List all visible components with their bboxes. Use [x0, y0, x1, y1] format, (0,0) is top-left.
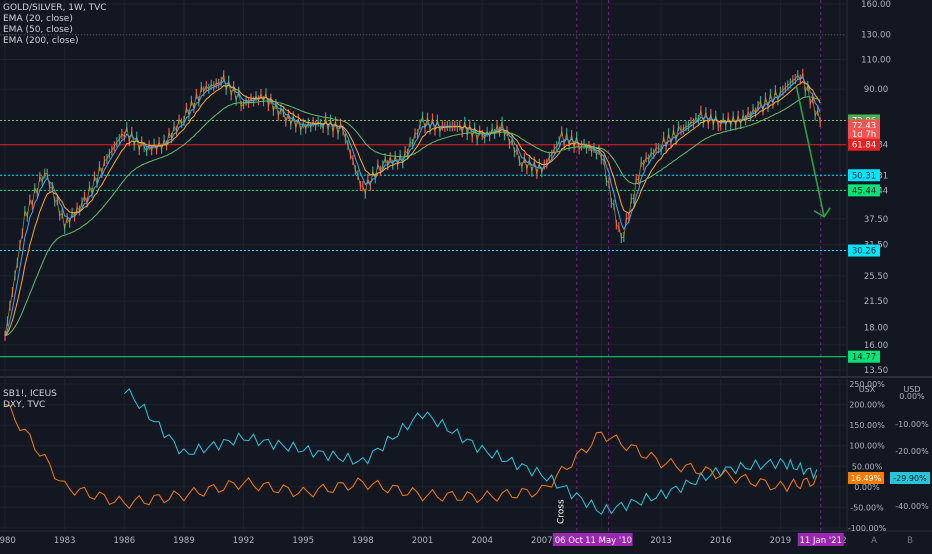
legend-ema200[interactable]: EMA (200, close) — [3, 36, 79, 46]
left-tick-label: -100.00% — [848, 524, 887, 533]
left-tick-label: 50.00% — [852, 462, 883, 471]
right-tick-label: -40.00% — [895, 502, 929, 511]
x-tick-label: 1998 — [352, 536, 374, 546]
grid — [0, 0, 932, 532]
cross-label: Cross — [557, 499, 567, 524]
left-tick-label: 250.00% — [849, 380, 885, 389]
left-tick-label: 150.00% — [849, 421, 885, 430]
price-tag-label: 1d 7h — [852, 130, 876, 140]
price-tag — [848, 184, 880, 197]
y-tick-label: 13.50 — [864, 366, 888, 376]
y-tick-label: 16.00 — [864, 341, 888, 351]
price-tag — [848, 138, 880, 151]
price-tag-label: 50.31 — [852, 171, 876, 181]
price-tag-label: 14.77 — [852, 353, 876, 363]
left-tick-label: 100.00% — [849, 442, 885, 451]
panel-separator — [0, 376, 932, 378]
right-tick-label: 0.00% — [899, 392, 925, 401]
date-tag-label: 11 Jan '21 — [800, 536, 842, 546]
legend-dxy[interactable]: DXY, TVC — [3, 400, 46, 410]
oscillator-series — [4, 388, 818, 515]
y-tick-label: 130.00 — [861, 31, 891, 41]
y-tick-label: 21.50 — [864, 297, 888, 307]
price-tag-label: 61.84 — [852, 141, 876, 151]
x-tick-label: 1986 — [113, 536, 135, 546]
price-line — [4, 72, 821, 336]
y-tick-label: 90.00 — [864, 85, 888, 95]
y-tick-label: 37.50 — [864, 215, 888, 225]
legend-ema50[interactable]: EMA (50, close) — [3, 25, 73, 35]
legend-ema20[interactable]: EMA (20, close) — [3, 14, 73, 24]
price-tag-label: 72.43 — [852, 121, 876, 131]
price-tag — [848, 127, 880, 140]
currency-right: USD — [903, 385, 920, 394]
scale-button: B — [907, 536, 913, 546]
x-tick-label: 2007 — [531, 536, 553, 546]
legend-sugar[interactable]: SB1!, ICEUS — [3, 389, 57, 399]
x-tick-label: 2001 — [412, 536, 434, 546]
forecast-arrow-head — [813, 207, 831, 218]
price-tag — [848, 244, 880, 257]
x-tick-label: 2019 — [770, 536, 792, 546]
bottom-legend: SB1!, ICEUS DXY, TVC — [3, 389, 57, 411]
date-tag — [584, 533, 633, 546]
y-tick-label: 110.00 — [861, 55, 891, 65]
y-tick-label: 25.50 — [864, 272, 888, 282]
osc-tag-label: 16.49% — [851, 474, 882, 483]
x-tick-label: 1995 — [292, 536, 314, 546]
forecast-arrow — [795, 85, 825, 217]
x-tick-label: 2016 — [710, 536, 732, 546]
date-tag — [797, 533, 844, 546]
y-tick-label: 160.00 — [861, 0, 891, 10]
scale-button: A — [871, 536, 877, 546]
x-tick-label: 1983 — [54, 536, 76, 546]
price-tag-label: 30.26 — [852, 247, 876, 257]
x-tick-label: 2004 — [471, 536, 493, 546]
x-tick-label: 2013 — [650, 536, 672, 546]
left-tick-label: -50.00% — [850, 503, 884, 512]
dxy-line — [123, 388, 818, 515]
osc-tag — [890, 472, 930, 484]
x-tick-label: 1989 — [173, 536, 195, 546]
ema200-line — [4, 96, 821, 337]
x-tick-label: 1992 — [233, 536, 255, 546]
osc-tag-label: -29.90% — [893, 474, 927, 483]
x-tick-label: 1980 — [0, 536, 16, 546]
left-tick-label: 0.00% — [854, 483, 880, 492]
top-legend: GOLD/SILVER, 1W, TVC EMA (20, close) EMA… — [3, 3, 107, 47]
price-tag-label: 45.44 — [852, 186, 876, 196]
date-tag-label: 06 Oct '08 — [555, 536, 599, 546]
date-tag-label: 11 May '10 — [585, 536, 632, 546]
ema50-line — [4, 81, 821, 337]
right-tick-label: -10.00% — [895, 420, 929, 429]
left-tick-label: 200.00% — [849, 401, 885, 410]
sugar-line — [4, 404, 818, 510]
price-tag — [848, 169, 880, 182]
legend-symbol[interactable]: GOLD/SILVER, 1W, TVC — [3, 3, 107, 13]
right-tick-label: -20.00% — [895, 447, 929, 456]
price-series — [0, 34, 846, 358]
y-tick-label: 18.00 — [864, 323, 888, 333]
price-tag — [848, 350, 880, 363]
osc-tag — [848, 472, 884, 484]
currency-left: USX — [859, 385, 876, 394]
